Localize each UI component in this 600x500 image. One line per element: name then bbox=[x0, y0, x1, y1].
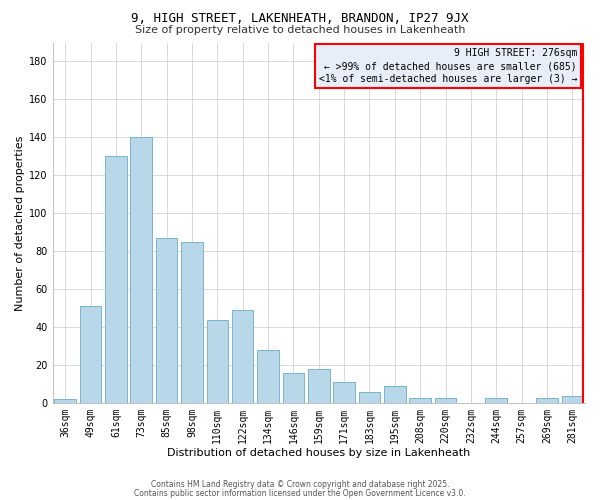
Text: 9 HIGH STREET: 276sqm
← >99% of detached houses are smaller (685)
<1% of semi-de: 9 HIGH STREET: 276sqm ← >99% of detached… bbox=[319, 48, 577, 84]
Bar bbox=[384, 386, 406, 403]
Text: 9, HIGH STREET, LAKENHEATH, BRANDON, IP27 9JX: 9, HIGH STREET, LAKENHEATH, BRANDON, IP2… bbox=[131, 12, 469, 26]
Bar bbox=[485, 398, 507, 403]
Bar bbox=[130, 138, 152, 403]
Bar bbox=[359, 392, 380, 403]
Y-axis label: Number of detached properties: Number of detached properties bbox=[15, 135, 25, 310]
Text: Contains public sector information licensed under the Open Government Licence v3: Contains public sector information licen… bbox=[134, 489, 466, 498]
Bar bbox=[80, 306, 101, 403]
Bar bbox=[536, 398, 558, 403]
Bar bbox=[232, 310, 253, 403]
Bar bbox=[257, 350, 279, 403]
Bar bbox=[308, 369, 329, 403]
X-axis label: Distribution of detached houses by size in Lakenheath: Distribution of detached houses by size … bbox=[167, 448, 470, 458]
Bar bbox=[409, 398, 431, 403]
Bar bbox=[105, 156, 127, 403]
Bar bbox=[334, 382, 355, 403]
Text: Size of property relative to detached houses in Lakenheath: Size of property relative to detached ho… bbox=[135, 25, 465, 35]
Bar bbox=[55, 400, 76, 403]
Bar bbox=[283, 373, 304, 403]
Bar bbox=[206, 320, 228, 403]
Text: Contains HM Land Registry data © Crown copyright and database right 2025.: Contains HM Land Registry data © Crown c… bbox=[151, 480, 449, 489]
Bar bbox=[562, 396, 583, 403]
Bar bbox=[435, 398, 457, 403]
Bar bbox=[181, 242, 203, 403]
Bar bbox=[156, 238, 178, 403]
